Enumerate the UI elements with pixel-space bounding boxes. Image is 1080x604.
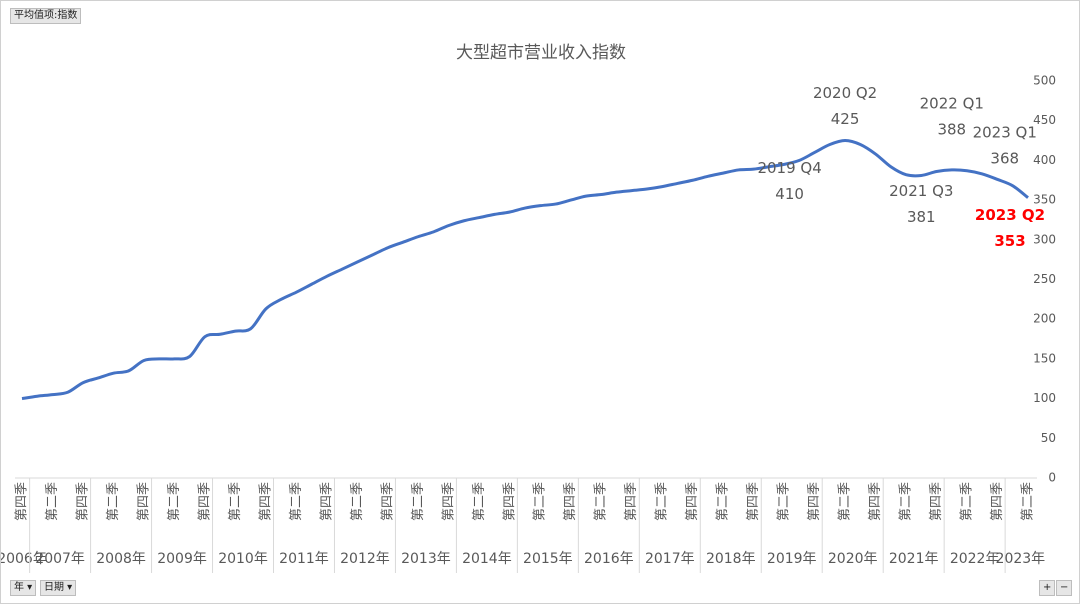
- y-tick-label: 0: [1048, 471, 1056, 485]
- x-group-label: 2006年: [1, 551, 47, 567]
- x-tick-label: 第二季: [228, 482, 243, 521]
- zoom-in-button[interactable]: +: [1039, 580, 1056, 596]
- y-tick-label: 500: [1033, 74, 1056, 88]
- data-label: 425: [831, 110, 860, 128]
- x-group-label: 2023年: [996, 551, 1046, 567]
- x-group-label: 2017年: [645, 551, 695, 567]
- x-group-label: 2014年: [462, 551, 512, 567]
- x-group-label: 2016年: [584, 551, 634, 567]
- y-tick-label: 400: [1033, 153, 1056, 167]
- data-label: 410: [775, 185, 804, 203]
- x-group-label: 2008年: [96, 551, 146, 567]
- x-group-label: 2009年: [157, 551, 207, 567]
- x-tick-label: 第二季: [960, 482, 975, 521]
- x-tick-label: 第二季: [472, 482, 487, 521]
- x-group-label: 2011年: [279, 551, 329, 567]
- y-tick-label: 250: [1033, 272, 1056, 286]
- x-tick-label: 第四季: [258, 482, 273, 521]
- x-tick-label: 第二季: [838, 482, 853, 521]
- x-group-label: 2007年: [35, 551, 85, 567]
- y-tick-label: 200: [1033, 312, 1056, 326]
- x-tick-label: 第二季: [167, 482, 182, 521]
- chart-title: 大型超市营业收入指数: [456, 43, 626, 63]
- x-tick-label: 第二季: [289, 482, 304, 521]
- x-tick-label: 第四季: [319, 482, 334, 521]
- value-field-button[interactable]: 平均值项:指数: [10, 8, 82, 24]
- data-label-name: 2020 Q2: [813, 84, 877, 102]
- x-group-label: 2019年: [767, 551, 817, 567]
- x-tick-label: 第四季: [502, 482, 517, 521]
- x-tick-label: 第四季: [929, 482, 944, 521]
- data-label-name: 2019 Q4: [757, 159, 821, 177]
- y-tick-label: 50: [1041, 431, 1056, 445]
- x-tick-label: 第二季: [716, 482, 731, 521]
- x-tick-label: 第四季: [136, 482, 151, 521]
- x-group-label: 2015年: [523, 551, 573, 567]
- data-label-name: 2021 Q3: [889, 182, 953, 200]
- filter-label: 日期: [44, 582, 64, 593]
- x-tick-label: 第二季: [655, 482, 670, 521]
- data-label: 388: [937, 120, 966, 138]
- data-label: 368: [990, 149, 1019, 167]
- x-tick-label: 第四季: [746, 482, 761, 521]
- zoom-out-button[interactable]: −: [1056, 580, 1073, 596]
- x-tick-label: 第二季: [594, 482, 609, 521]
- x-tick-label: 第四季: [563, 482, 578, 521]
- filter-button[interactable]: 年 ▾: [10, 580, 37, 596]
- y-tick-label: 350: [1033, 193, 1056, 207]
- x-tick-label: 第二季: [45, 482, 60, 521]
- x-tick-label: 第四季: [868, 482, 883, 521]
- x-group-label: 2013年: [401, 551, 451, 567]
- x-group-label: 2010年: [218, 551, 268, 567]
- data-label: 353: [994, 232, 1025, 250]
- data-line: [21, 139, 1029, 401]
- x-tick-label: 第二季: [777, 482, 792, 521]
- x-group-label: 2020年: [828, 551, 878, 567]
- x-tick-label: 第二季: [411, 482, 426, 521]
- y-tick-label: 450: [1033, 113, 1056, 127]
- x-tick-label: 第四季: [197, 482, 212, 521]
- x-tick-label: 第二季: [350, 482, 365, 521]
- x-tick-label: 第四季: [685, 482, 700, 521]
- x-tick-label: 第四季: [624, 482, 639, 521]
- x-group-label: 2012年: [340, 551, 390, 567]
- x-group-label: 2021年: [889, 551, 939, 567]
- data-label-name: 2022 Q1: [920, 94, 984, 112]
- x-tick-label: 第四季: [441, 482, 456, 521]
- x-tick-label: 第二季: [1021, 482, 1036, 521]
- x-tick-label: 第四季: [807, 482, 822, 521]
- data-label-name: 2023 Q2: [975, 206, 1045, 224]
- filter-button[interactable]: 日期 ▾: [40, 580, 77, 596]
- x-group-label: 2022年: [950, 551, 1000, 567]
- y-tick-label: 100: [1033, 391, 1056, 405]
- filter-label: 年: [14, 582, 24, 593]
- y-tick-label: 300: [1033, 232, 1056, 246]
- x-tick-label: 第四季: [75, 482, 90, 521]
- x-group-label: 2018年: [706, 551, 756, 567]
- data-label: 381: [907, 208, 936, 226]
- x-tick-label: 第四季: [990, 482, 1005, 521]
- x-tick-label: 第四季: [380, 482, 395, 521]
- x-tick-label: 第二季: [899, 482, 914, 521]
- data-label-name: 2023 Q1: [973, 123, 1037, 141]
- x-tick-label: 第四季: [15, 482, 30, 521]
- x-tick-label: 第二季: [533, 482, 548, 521]
- y-tick-label: 150: [1033, 351, 1056, 365]
- x-tick-label: 第二季: [106, 482, 121, 521]
